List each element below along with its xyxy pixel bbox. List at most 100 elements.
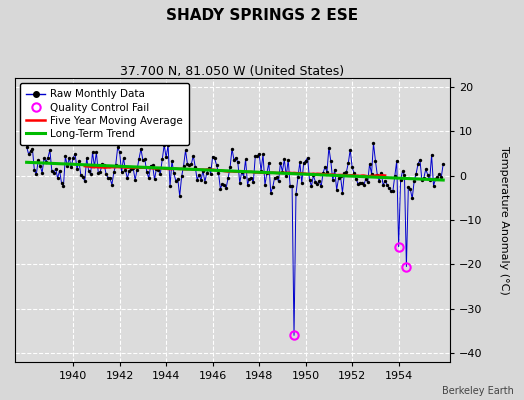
Point bbox=[106, 175, 114, 181]
Point bbox=[237, 168, 246, 175]
Point bbox=[53, 175, 62, 181]
Point bbox=[383, 181, 391, 188]
Point bbox=[268, 184, 277, 191]
Point bbox=[420, 175, 428, 181]
Point bbox=[373, 172, 381, 178]
Point bbox=[23, 144, 31, 150]
Point bbox=[133, 166, 141, 173]
Point bbox=[34, 157, 42, 163]
Point bbox=[265, 160, 273, 166]
Point bbox=[307, 183, 315, 189]
Point bbox=[423, 172, 432, 178]
Point bbox=[334, 175, 343, 182]
Text: SHADY SPRINGS 2 ESE: SHADY SPRINGS 2 ESE bbox=[166, 8, 358, 23]
Point bbox=[251, 153, 259, 160]
Point bbox=[110, 169, 118, 176]
Point bbox=[390, 173, 399, 180]
Point bbox=[117, 169, 126, 176]
Point bbox=[259, 151, 267, 158]
Point bbox=[389, 188, 397, 194]
Point bbox=[131, 177, 139, 183]
Point bbox=[428, 152, 436, 158]
Point bbox=[56, 167, 64, 174]
Point bbox=[404, 184, 412, 190]
Point bbox=[218, 181, 226, 187]
Point bbox=[63, 163, 71, 169]
Point bbox=[206, 170, 215, 177]
Point bbox=[75, 158, 83, 164]
Point bbox=[57, 180, 66, 186]
Point bbox=[400, 172, 409, 178]
Point bbox=[81, 178, 89, 184]
Point bbox=[84, 168, 93, 174]
Point bbox=[359, 182, 368, 188]
Point bbox=[77, 172, 85, 179]
Point bbox=[323, 169, 331, 175]
Point bbox=[282, 173, 290, 179]
Point bbox=[275, 178, 283, 184]
Point bbox=[263, 170, 271, 176]
Point bbox=[121, 167, 129, 173]
Point bbox=[187, 161, 195, 167]
Point bbox=[226, 164, 234, 170]
Point bbox=[195, 172, 203, 178]
Point bbox=[140, 156, 149, 162]
Point bbox=[115, 149, 124, 155]
Point bbox=[129, 165, 137, 171]
Point bbox=[59, 183, 68, 189]
Point bbox=[214, 169, 223, 176]
Point bbox=[36, 162, 45, 169]
Point bbox=[367, 171, 376, 177]
Point bbox=[321, 164, 329, 170]
Point bbox=[100, 161, 108, 168]
Point bbox=[365, 161, 374, 167]
Point bbox=[71, 150, 79, 157]
Point bbox=[123, 175, 132, 181]
Point bbox=[317, 183, 325, 190]
Point bbox=[344, 160, 353, 166]
Point bbox=[32, 171, 40, 178]
Point bbox=[437, 174, 445, 180]
Point bbox=[152, 165, 161, 172]
Point bbox=[73, 166, 81, 172]
Point bbox=[303, 154, 312, 161]
Point bbox=[243, 181, 252, 188]
Point bbox=[222, 184, 231, 191]
Point bbox=[185, 162, 193, 168]
Point bbox=[439, 160, 447, 167]
Point bbox=[224, 175, 232, 181]
Point bbox=[26, 148, 35, 154]
Point bbox=[102, 170, 110, 177]
Point bbox=[329, 177, 337, 184]
Point bbox=[89, 149, 97, 156]
Point bbox=[189, 152, 198, 159]
Point bbox=[160, 142, 168, 148]
Point bbox=[236, 180, 244, 186]
Point bbox=[42, 158, 50, 165]
Point bbox=[178, 173, 186, 180]
Point bbox=[67, 164, 75, 170]
Point bbox=[245, 176, 254, 182]
Point bbox=[392, 158, 401, 164]
Point bbox=[294, 174, 302, 180]
Point bbox=[311, 178, 320, 185]
Point bbox=[150, 176, 159, 183]
Point bbox=[156, 170, 165, 177]
Point bbox=[30, 167, 39, 174]
Point bbox=[313, 180, 321, 187]
Point bbox=[292, 191, 300, 198]
Point bbox=[369, 140, 378, 146]
Point bbox=[50, 170, 58, 176]
Point bbox=[284, 156, 292, 163]
Point bbox=[154, 167, 162, 174]
Point bbox=[148, 162, 157, 168]
Point bbox=[319, 170, 328, 176]
Point bbox=[410, 178, 418, 184]
Point bbox=[40, 155, 48, 162]
Point bbox=[336, 173, 345, 180]
Point bbox=[296, 159, 304, 166]
Point bbox=[381, 178, 389, 184]
Point bbox=[176, 193, 184, 199]
Point bbox=[209, 153, 217, 160]
Point bbox=[38, 170, 46, 176]
